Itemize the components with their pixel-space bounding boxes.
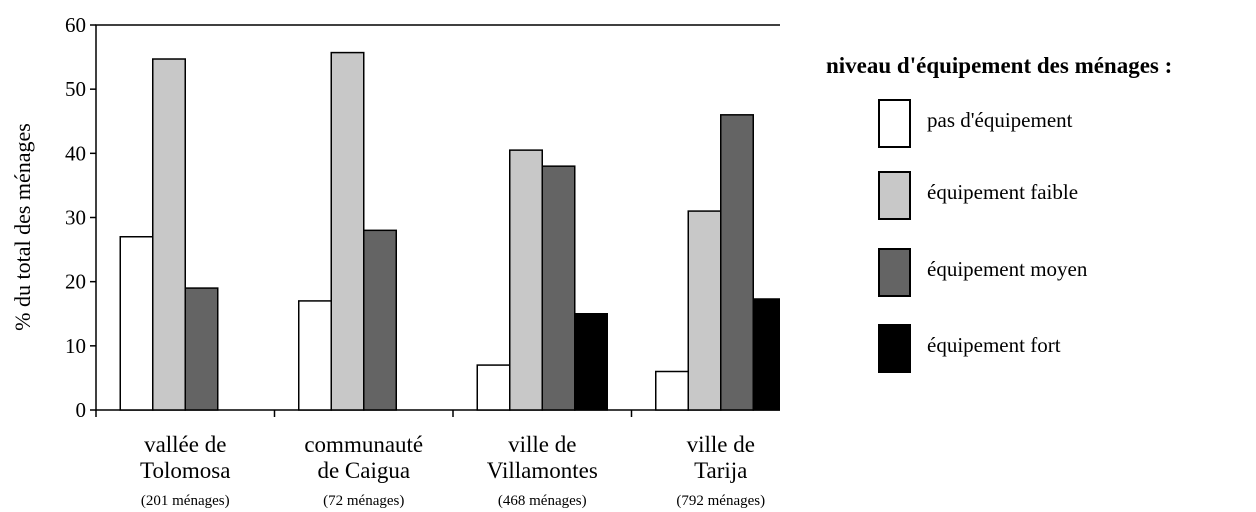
- bars: [119, 51, 780, 411]
- bar: [363, 229, 397, 411]
- y-tick-label: 50: [65, 77, 86, 101]
- bar: [330, 51, 365, 411]
- x-tick-label: de Caigua: [317, 458, 410, 483]
- bar: [184, 287, 219, 411]
- legend-title: niveau d'équipement des ménages :: [826, 53, 1173, 78]
- bar: [541, 165, 576, 411]
- x-tick-label: Tarija: [694, 458, 747, 483]
- x-tick-label: communauté: [304, 432, 423, 457]
- x-category-note: (72 ménages): [323, 493, 404, 509]
- bar: [119, 236, 154, 411]
- bar: [574, 313, 608, 411]
- legend-label: équipement moyen: [927, 257, 1088, 281]
- bar: [476, 364, 511, 411]
- x-category-note: (468 ménages): [498, 493, 587, 509]
- y-tick-label: 0: [76, 398, 87, 422]
- bar: [298, 300, 332, 411]
- legend-swatch: [878, 171, 911, 220]
- y-axis: 0 10 20 30 40 50 60: [65, 13, 780, 422]
- x-category-note: (792 ménages): [676, 493, 765, 509]
- y-tick-label: 30: [65, 206, 86, 230]
- bar: [655, 370, 689, 411]
- x-tick-label: vallée de: [144, 432, 226, 457]
- bar: [720, 114, 754, 411]
- y-axis-label: % du total des ménages: [10, 123, 35, 331]
- y-tick-label: 20: [65, 270, 86, 294]
- x-tick-label: ville de: [687, 432, 755, 457]
- x-tick-label: Villamontes: [487, 458, 598, 483]
- x-tick-label: Tolomosa: [140, 458, 230, 483]
- bar: [509, 149, 543, 411]
- legend-label: équipement faible: [927, 180, 1079, 204]
- legend-swatch: [878, 99, 911, 148]
- y-tick-label: 10: [65, 334, 86, 358]
- y-tick-label: 60: [65, 13, 86, 37]
- x-category-note: (201 ménages): [141, 493, 230, 509]
- x-tick-label: ville de: [508, 432, 576, 457]
- legend-label: équipement fort: [927, 333, 1061, 357]
- legend-swatch: [878, 324, 911, 373]
- legend-label: pas d'équipement: [927, 108, 1073, 132]
- bar: [152, 58, 186, 411]
- bar: [752, 298, 780, 411]
- y-tick-label: 40: [65, 141, 86, 165]
- legend-swatch: [878, 248, 911, 297]
- bar: [687, 210, 722, 411]
